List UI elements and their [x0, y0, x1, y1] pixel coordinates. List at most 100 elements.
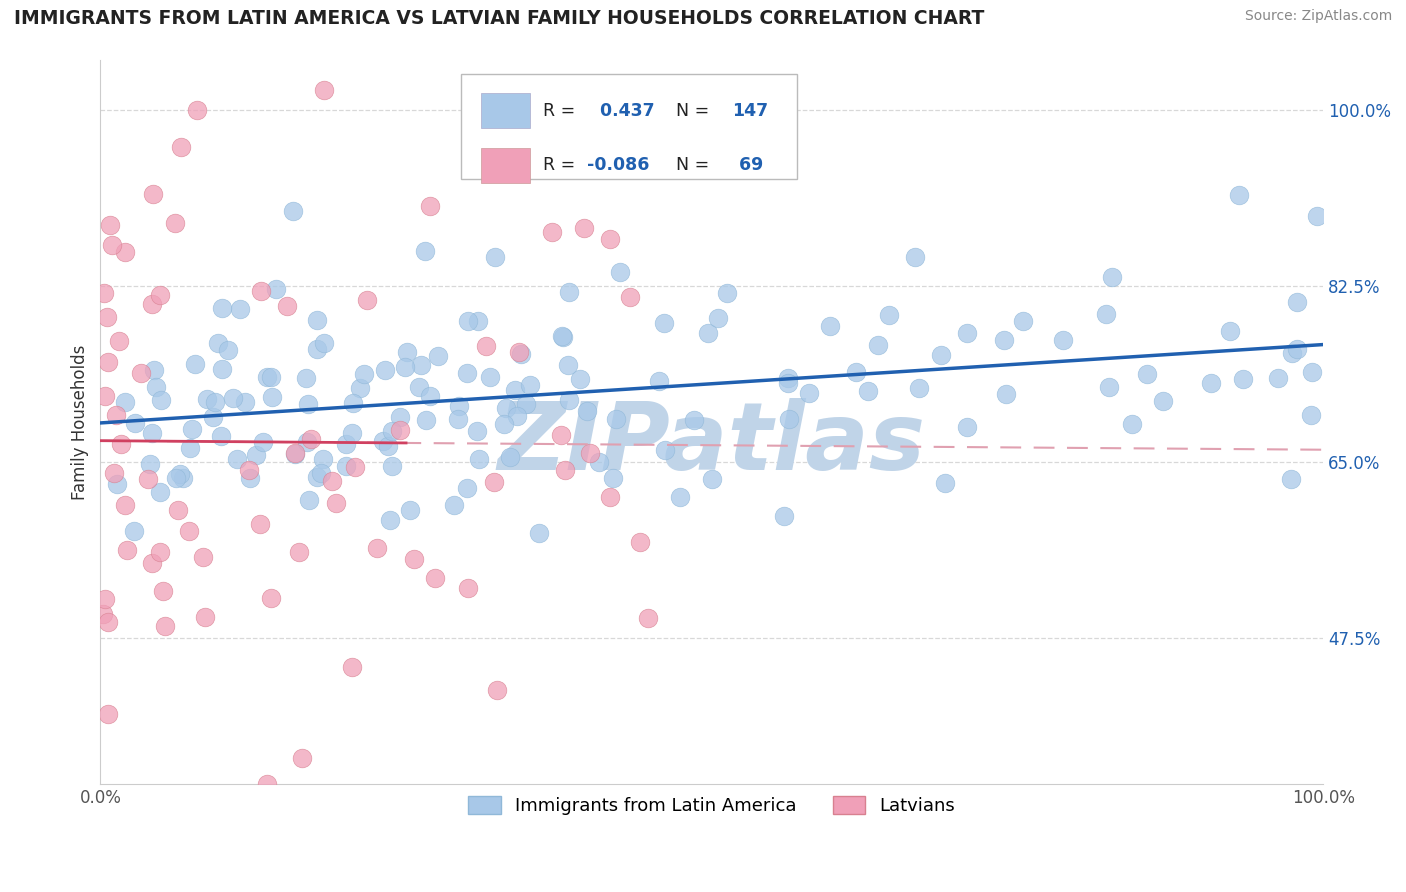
- Point: [447, 412, 470, 426]
- Point: [866, 338, 889, 352]
- Point: [402, 552, 425, 566]
- Point: [553, 330, 575, 344]
- Point: [256, 777, 278, 791]
- Point: [707, 310, 730, 325]
- Point: [211, 362, 233, 376]
- Point: [366, 541, 388, 555]
- Point: [415, 413, 437, 427]
- Text: R =: R =: [543, 156, 581, 175]
- Point: [1227, 188, 1250, 202]
- Point: [371, 434, 394, 448]
- Point: [100, 238, 122, 252]
- Point: [609, 265, 631, 279]
- Point: [568, 372, 591, 386]
- Point: [820, 318, 842, 333]
- Point: [558, 393, 581, 408]
- Text: N =: N =: [665, 102, 716, 120]
- Point: [201, 409, 224, 424]
- Point: [260, 390, 283, 404]
- Point: [177, 524, 200, 538]
- Point: [281, 204, 304, 219]
- Point: [773, 508, 796, 523]
- Point: [628, 535, 651, 549]
- Point: [700, 471, 723, 485]
- Point: [457, 582, 479, 596]
- Point: [96, 354, 118, 368]
- Point: [256, 369, 278, 384]
- Point: [389, 410, 412, 425]
- Point: [619, 290, 641, 304]
- Point: [374, 363, 396, 377]
- Point: [508, 344, 530, 359]
- Point: [515, 397, 537, 411]
- Point: [260, 591, 283, 605]
- Point: [93, 389, 115, 403]
- Point: [551, 329, 574, 343]
- Point: [519, 377, 541, 392]
- Point: [572, 220, 595, 235]
- Point: [325, 496, 347, 510]
- Point: [342, 396, 364, 410]
- Point: [505, 409, 527, 423]
- Point: [467, 451, 489, 466]
- Point: [239, 471, 262, 485]
- Point: [394, 359, 416, 374]
- Y-axis label: Family Households: Family Households: [72, 344, 89, 500]
- Point: [153, 619, 176, 633]
- Point: [423, 571, 446, 585]
- Point: [484, 251, 506, 265]
- Point: [1052, 333, 1074, 347]
- Text: Source: ZipAtlas.com: Source: ZipAtlas.com: [1244, 9, 1392, 23]
- Point: [124, 417, 146, 431]
- Legend: Immigrants from Latin America, Latvians: Immigrants from Latin America, Latvians: [457, 785, 966, 826]
- Point: [170, 140, 193, 154]
- Point: [312, 336, 335, 351]
- FancyBboxPatch shape: [481, 93, 530, 128]
- Point: [486, 682, 509, 697]
- Point: [443, 498, 465, 512]
- Point: [229, 302, 252, 317]
- Point: [578, 446, 600, 460]
- Point: [389, 423, 412, 437]
- Point: [510, 346, 533, 360]
- Text: 147: 147: [733, 102, 769, 120]
- Point: [929, 348, 952, 362]
- Point: [103, 467, 125, 481]
- Point: [1012, 314, 1035, 328]
- Point: [98, 219, 121, 233]
- Point: [96, 310, 118, 324]
- Point: [1199, 376, 1222, 390]
- Point: [1285, 295, 1308, 310]
- Point: [956, 419, 979, 434]
- Text: ZIPatlas: ZIPatlas: [498, 398, 925, 490]
- Point: [252, 434, 274, 449]
- Point: [165, 471, 187, 485]
- Point: [457, 314, 479, 328]
- Point: [1232, 372, 1254, 386]
- Point: [637, 611, 659, 625]
- Point: [377, 439, 399, 453]
- Point: [1098, 380, 1121, 394]
- Point: [297, 397, 319, 411]
- Text: R =: R =: [543, 102, 581, 120]
- Point: [169, 467, 191, 482]
- Point: [295, 434, 318, 449]
- Point: [149, 287, 172, 301]
- Point: [340, 426, 363, 441]
- Point: [145, 380, 167, 394]
- Point: [204, 395, 226, 409]
- Point: [381, 424, 404, 438]
- Point: [307, 470, 329, 484]
- Point: [191, 549, 214, 564]
- Point: [141, 556, 163, 570]
- Point: [994, 387, 1017, 401]
- Point: [340, 660, 363, 674]
- Point: [858, 384, 880, 398]
- Point: [165, 216, 187, 230]
- Point: [908, 381, 931, 395]
- FancyBboxPatch shape: [481, 148, 530, 183]
- Text: IMMIGRANTS FROM LATIN AMERICA VS LATVIAN FAMILY HOUSEHOLDS CORRELATION CHART: IMMIGRANTS FROM LATIN AMERICA VS LATVIAN…: [14, 9, 984, 28]
- Point: [1301, 408, 1323, 422]
- Point: [505, 383, 527, 397]
- Point: [143, 363, 166, 377]
